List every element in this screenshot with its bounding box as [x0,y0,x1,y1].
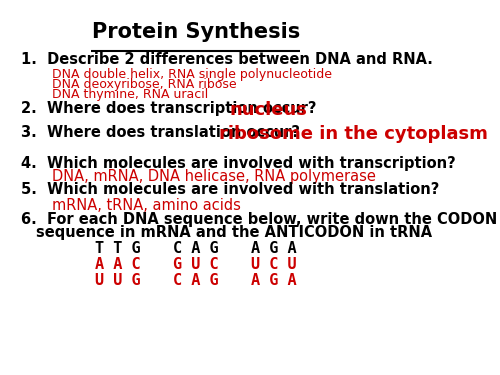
Text: DNA double helix, RNA single polynucleotide: DNA double helix, RNA single polynucleot… [52,68,332,81]
Text: A A C: A A C [96,258,141,273]
Text: U C U: U C U [251,258,296,273]
Text: 4.  Which molecules are involved with transcription?: 4. Which molecules are involved with tra… [21,156,456,171]
Text: DNA deoxyribose, RNA ribose: DNA deoxyribose, RNA ribose [52,78,236,92]
Text: C A G: C A G [173,242,219,256]
Text: C A G: C A G [173,273,219,288]
Text: T T G: T T G [96,242,141,256]
Text: 1.  Describe 2 differences between DNA and RNA.: 1. Describe 2 differences between DNA an… [21,52,432,67]
Text: Protein Synthesis: Protein Synthesis [92,22,300,42]
Text: DNA, mRNA, DNA helicase, RNA polymerase: DNA, mRNA, DNA helicase, RNA polymerase [52,169,376,184]
Text: DNA thymine, RNA uracil: DNA thymine, RNA uracil [52,88,208,102]
Text: ribosome in the cytoplasm: ribosome in the cytoplasm [220,125,488,143]
Text: sequence in mRNA and the ANTICODON in tRNA: sequence in mRNA and the ANTICODON in tR… [36,225,432,240]
Text: 6.  For each DNA sequence below, write down the CODON: 6. For each DNA sequence below, write do… [21,213,497,228]
Text: A G A: A G A [251,242,296,256]
Text: nucleus: nucleus [229,101,307,119]
Text: 5.  Which molecules are involved with translation?: 5. Which molecules are involved with tra… [21,182,439,197]
Text: mRNA, tRNA, amino acids: mRNA, tRNA, amino acids [52,198,241,213]
Text: 3.  Where does translation occur?: 3. Where does translation occur? [21,125,300,140]
Text: U U G: U U G [96,273,141,288]
Text: 2.  Where does transcription occur?: 2. Where does transcription occur? [21,101,316,116]
Text: G U C: G U C [173,258,219,273]
Text: A G A: A G A [251,273,296,288]
